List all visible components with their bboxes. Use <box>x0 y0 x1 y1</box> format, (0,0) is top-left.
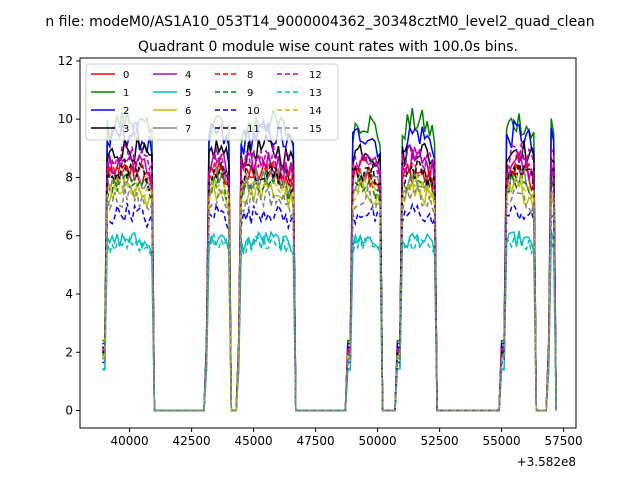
series-line-6 <box>102 179 557 412</box>
legend-label-15: 15 <box>309 124 322 135</box>
y-axis: 0 2 4 6 8 10 12 <box>58 54 80 418</box>
series-line-0 <box>102 161 557 412</box>
y-tick-label: 0 <box>65 404 73 418</box>
x-tick-label: 42500 <box>173 434 211 448</box>
y-tick-label: 8 <box>65 170 73 184</box>
series-line-12 <box>102 141 557 412</box>
series-line-4 <box>102 149 557 412</box>
x-tick-label: 55000 <box>483 434 521 448</box>
y-tick-label: 4 <box>65 287 73 301</box>
figure-suptitle: n file: modeM0/AS1A10_053T14_9000004362_… <box>45 14 594 30</box>
legend-box <box>85 63 339 141</box>
x-tick-label: 50000 <box>359 434 397 448</box>
legend-label-5: 5 <box>185 88 191 99</box>
chart-title: Quadrant 0 module wise count rates with … <box>138 39 518 55</box>
legend-label-7: 7 <box>185 124 191 135</box>
y-tick-label: 6 <box>65 229 73 243</box>
legend-label-8: 8 <box>247 70 253 81</box>
series-line-8 <box>102 151 557 412</box>
legend-label-9: 9 <box>247 88 253 99</box>
series-line-9 <box>102 169 557 412</box>
x-tick-label: 52500 <box>421 434 459 448</box>
series-line-1 <box>102 108 557 412</box>
series-line-3 <box>102 133 557 412</box>
legend-label-6: 6 <box>185 106 191 117</box>
series-line-7 <box>102 166 557 412</box>
x-tick-label: 40000 <box>111 434 149 448</box>
x-tick-label: 57500 <box>545 434 583 448</box>
x-axis-offset-label: +3.582e8 <box>517 455 576 469</box>
legend-label-1: 1 <box>123 88 129 99</box>
y-tick-label: 2 <box>65 345 73 359</box>
series-line-14 <box>102 173 557 412</box>
legend-label-14: 14 <box>309 106 322 117</box>
legend-label-4: 4 <box>185 70 191 81</box>
series-line-5 <box>102 230 557 412</box>
series-line-2 <box>102 118 557 412</box>
y-tick-label: 12 <box>58 54 73 68</box>
legend-label-13: 13 <box>309 88 322 99</box>
series-line-11 <box>102 157 557 412</box>
legend-label-12: 12 <box>309 70 322 81</box>
series-line-10 <box>102 202 557 412</box>
y-tick-label: 10 <box>58 112 73 126</box>
series-line-13 <box>102 232 557 412</box>
legend-label-2: 2 <box>123 106 129 117</box>
x-tick-label: 45000 <box>235 434 273 448</box>
series-layer <box>102 108 557 412</box>
x-axis: 40000 42500 45000 47500 50000 52500 55000 57500 <box>111 428 583 448</box>
legend-label-10: 10 <box>247 106 260 117</box>
legend-label-0: 0 <box>123 70 129 81</box>
series-line-15 <box>102 184 557 412</box>
legend-label-11: 11 <box>247 124 260 135</box>
legend-label-3: 3 <box>123 124 129 135</box>
plot-frame <box>79 57 577 429</box>
x-tick-label: 47500 <box>297 434 335 448</box>
